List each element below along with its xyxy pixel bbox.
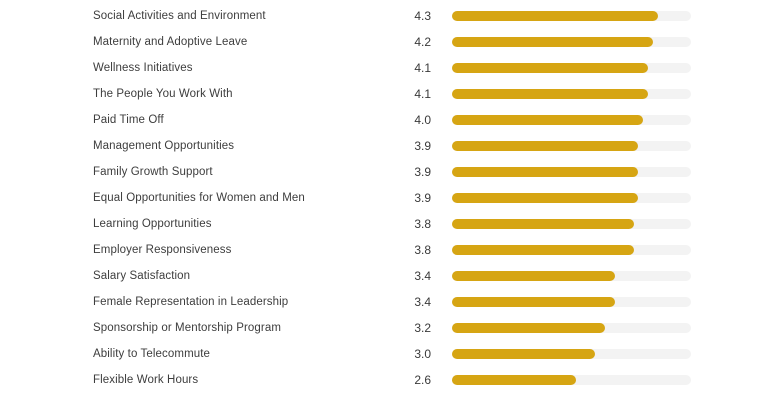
value-label: 3.8 — [414, 217, 431, 231]
category-label: Flexible Work Hours — [93, 374, 199, 386]
category-label: Equal Opportunities for Women and Men — [93, 192, 305, 204]
chart-row: Salary Satisfaction 3.4 — [93, 263, 780, 289]
bar-track — [452, 141, 691, 151]
chart-row: Maternity and Adoptive Leave 4.2 — [93, 29, 780, 55]
chart-row: Ability to Telecommute 3.0 — [93, 341, 780, 367]
chart-row: Sponsorship or Mentorship Program 3.2 — [93, 315, 780, 341]
ratings-bar-chart: Social Activities and Environment 4.3 Ma… — [93, 3, 780, 393]
bar-fill — [452, 141, 639, 151]
value-label: 3.8 — [414, 243, 431, 257]
chart-row: Social Activities and Environment 4.3 — [93, 3, 780, 29]
bar-fill — [452, 11, 658, 21]
category-label: Social Activities and Environment — [93, 10, 266, 22]
value-label: 4.3 — [414, 9, 431, 23]
bar-fill — [452, 115, 644, 125]
chart-row: Female Representation in Leadership 3.4 — [93, 289, 780, 315]
value-label: 2.6 — [414, 373, 431, 387]
category-label: Paid Time Off — [93, 114, 164, 126]
bar-track — [452, 349, 691, 359]
bar-track — [452, 89, 691, 99]
bar-track — [452, 115, 691, 125]
bar-track — [452, 63, 691, 73]
value-label: 3.2 — [414, 321, 431, 335]
value-label: 3.4 — [414, 295, 431, 309]
category-label: Sponsorship or Mentorship Program — [93, 322, 282, 334]
category-label: Wellness Initiatives — [93, 62, 193, 74]
category-label: Family Growth Support — [93, 166, 213, 178]
bar-fill — [452, 193, 639, 203]
chart-row: Flexible Work Hours 2.6 — [93, 367, 780, 393]
bar-fill — [452, 349, 596, 359]
bar-fill — [452, 245, 634, 255]
bar-fill — [452, 63, 648, 73]
value-label: 3.9 — [414, 191, 431, 205]
value-label: 3.0 — [414, 347, 431, 361]
chart-row: Employer Responsiveness 3.8 — [93, 237, 780, 263]
category-label: Management Opportunities — [93, 140, 235, 152]
bar-fill — [452, 323, 605, 333]
bar-fill — [452, 167, 639, 177]
bar-track — [452, 11, 691, 21]
chart-row: Management Opportunities 3.9 — [93, 133, 780, 159]
value-label: 4.2 — [414, 35, 431, 49]
bar-track — [452, 323, 691, 333]
bar-track — [452, 37, 691, 47]
category-label: Salary Satisfaction — [93, 270, 191, 282]
bar-track — [452, 219, 691, 229]
value-label: 4.1 — [414, 87, 431, 101]
chart-row: Equal Opportunities for Women and Men 3.… — [93, 185, 780, 211]
category-label: Maternity and Adoptive Leave — [93, 36, 248, 48]
value-label: 3.9 — [414, 139, 431, 153]
bar-fill — [452, 89, 648, 99]
bar-track — [452, 271, 691, 281]
value-label: 4.0 — [414, 113, 431, 127]
bar-track — [452, 167, 691, 177]
category-label: Female Representation in Leadership — [93, 296, 289, 308]
value-label: 4.1 — [414, 61, 431, 75]
chart-row: The People You Work With 4.1 — [93, 81, 780, 107]
value-label: 3.4 — [414, 269, 431, 283]
bar-fill — [452, 37, 653, 47]
chart-row: Family Growth Support 3.9 — [93, 159, 780, 185]
bar-track — [452, 375, 691, 385]
value-label: 3.9 — [414, 165, 431, 179]
chart-row: Wellness Initiatives 4.1 — [93, 55, 780, 81]
bar-track — [452, 297, 691, 307]
category-label: Employer Responsiveness — [93, 244, 232, 256]
bar-track — [452, 245, 691, 255]
bar-fill — [452, 375, 577, 385]
bar-fill — [452, 297, 615, 307]
category-label: Learning Opportunities — [93, 218, 212, 230]
category-label: The People You Work With — [93, 88, 233, 100]
bar-track — [452, 193, 691, 203]
chart-row: Paid Time Off 4.0 — [93, 107, 780, 133]
category-label: Ability to Telecommute — [93, 348, 211, 360]
bar-fill — [452, 271, 615, 281]
chart-row: Learning Opportunities 3.8 — [93, 211, 780, 237]
bar-fill — [452, 219, 634, 229]
